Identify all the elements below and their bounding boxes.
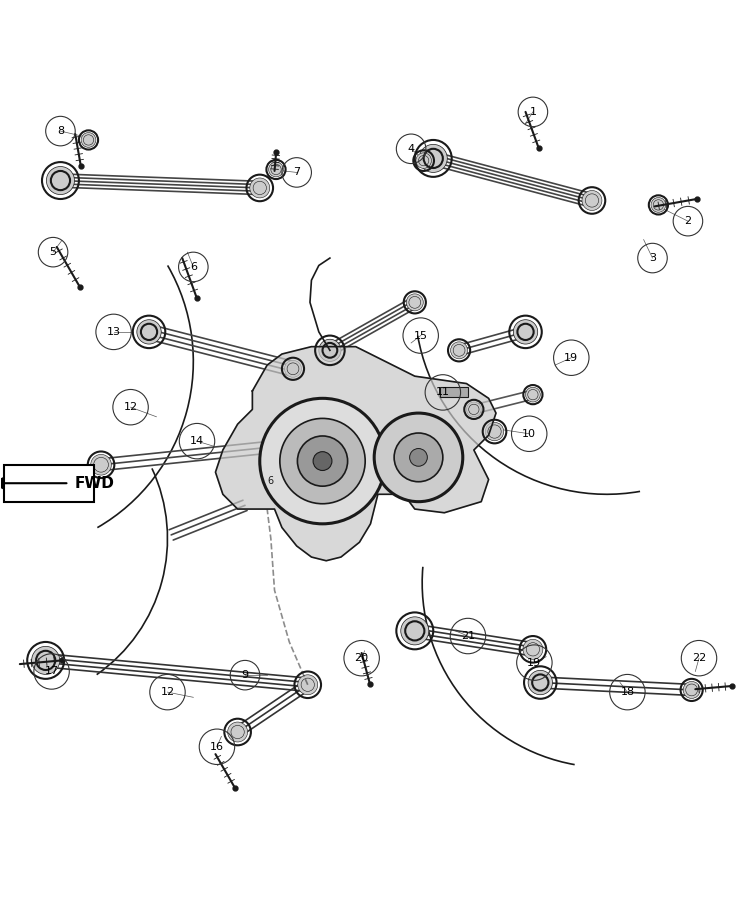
Text: 2: 2: [685, 216, 691, 226]
Circle shape: [406, 294, 423, 310]
Circle shape: [250, 178, 270, 198]
Text: 12: 12: [124, 402, 138, 412]
Text: 5: 5: [50, 248, 56, 257]
Text: FWD: FWD: [75, 476, 114, 491]
Circle shape: [81, 132, 96, 148]
Circle shape: [523, 639, 543, 660]
Circle shape: [528, 670, 553, 695]
Circle shape: [298, 675, 318, 695]
Text: 20: 20: [355, 653, 369, 663]
Circle shape: [260, 399, 385, 524]
Circle shape: [651, 197, 666, 212]
Circle shape: [32, 646, 60, 674]
Circle shape: [137, 320, 162, 344]
FancyArrowPatch shape: [0, 478, 67, 488]
Text: 16: 16: [210, 742, 224, 751]
Circle shape: [374, 413, 463, 501]
Text: 1: 1: [529, 107, 536, 117]
Text: 22: 22: [692, 653, 706, 663]
Text: 11: 11: [436, 387, 450, 398]
Circle shape: [269, 162, 283, 177]
Text: 18: 18: [620, 687, 634, 698]
Text: 13: 13: [107, 327, 121, 337]
Text: 6: 6: [268, 476, 274, 486]
FancyBboxPatch shape: [4, 464, 93, 501]
Text: 19: 19: [528, 658, 542, 668]
Text: 8: 8: [57, 126, 64, 136]
Circle shape: [319, 339, 341, 362]
Circle shape: [410, 448, 428, 466]
Circle shape: [285, 360, 302, 377]
Circle shape: [394, 433, 443, 482]
Text: 6: 6: [190, 262, 197, 272]
Circle shape: [271, 439, 285, 454]
Text: 14: 14: [190, 436, 204, 446]
Circle shape: [90, 454, 111, 475]
Text: 3: 3: [649, 253, 656, 263]
Text: 10: 10: [522, 428, 536, 439]
Circle shape: [401, 616, 429, 645]
Circle shape: [419, 144, 448, 173]
Circle shape: [451, 342, 468, 359]
Circle shape: [467, 402, 481, 417]
Circle shape: [525, 387, 540, 402]
Polygon shape: [216, 346, 496, 561]
Circle shape: [416, 153, 431, 168]
Circle shape: [297, 436, 348, 486]
Circle shape: [514, 320, 538, 344]
Text: 9: 9: [242, 670, 248, 680]
Circle shape: [582, 191, 602, 211]
Text: 21: 21: [461, 631, 475, 641]
Circle shape: [683, 681, 700, 698]
Circle shape: [313, 452, 332, 471]
Circle shape: [485, 422, 504, 441]
Circle shape: [47, 166, 75, 194]
Text: 7: 7: [293, 167, 300, 177]
Text: 4: 4: [408, 144, 415, 154]
Circle shape: [227, 722, 247, 742]
Circle shape: [280, 418, 365, 504]
Text: 19: 19: [564, 353, 579, 363]
Text: 17: 17: [44, 667, 59, 677]
Bar: [440, 386, 468, 397]
Text: 12: 12: [160, 687, 175, 698]
Text: 15: 15: [413, 330, 428, 340]
